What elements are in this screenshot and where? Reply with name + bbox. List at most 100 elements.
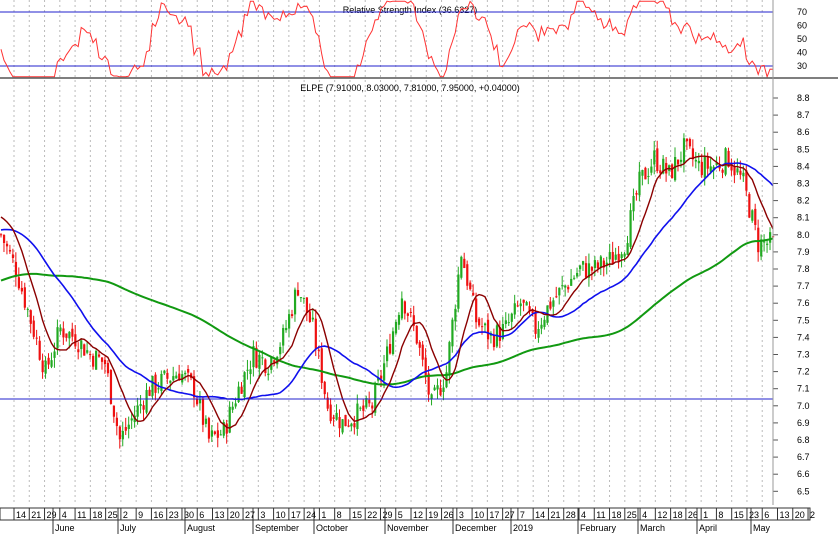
candle-up [736, 168, 739, 173]
rsi-tick-label: 40 [797, 48, 807, 58]
candle-down [549, 301, 552, 309]
x-tick-label: 13 [215, 510, 225, 520]
candle-up [198, 399, 202, 404]
candle-up [53, 351, 56, 358]
candle-up [279, 347, 282, 355]
x-tick-label: 18 [612, 510, 622, 520]
y-tick-label: 8.6 [797, 127, 810, 137]
candle-down [77, 349, 80, 353]
candle-up [581, 261, 585, 265]
month-label: August [187, 523, 216, 533]
candle-up [383, 363, 386, 381]
candle-up [95, 350, 98, 370]
y-tick-label: 7.4 [797, 332, 810, 342]
candle-up [599, 256, 602, 268]
y-tick-label: 6.8 [797, 435, 810, 445]
candle-up [697, 160, 700, 164]
ma-short-line [0, 155, 774, 429]
candle-up [145, 390, 148, 413]
candle-down [273, 360, 276, 363]
month-label: November [387, 523, 429, 533]
y-tick-label: 7.5 [797, 315, 810, 325]
candle-down [320, 348, 323, 383]
candle-down [685, 138, 689, 142]
candle-up [391, 331, 395, 354]
candle-up [282, 328, 285, 346]
x-tick-label: 12 [413, 510, 423, 520]
y-tick-label: 8.2 [797, 196, 810, 206]
candle-up [377, 377, 380, 381]
candle-down [584, 263, 588, 278]
x-tick-label: 22 [367, 510, 377, 520]
x-tick-label: 4 [642, 510, 647, 520]
candle-down [65, 333, 68, 338]
candle-up [172, 376, 175, 381]
candle-down [730, 163, 733, 171]
candle-down [691, 148, 695, 160]
x-tick-label: 10 [474, 510, 484, 520]
x-tick-label: 5 [398, 510, 403, 520]
candle-up [620, 254, 623, 259]
candle-up [552, 300, 555, 307]
candle-down [721, 169, 724, 173]
candle-down [706, 156, 709, 169]
candle-down [635, 193, 638, 195]
candle-down [463, 258, 466, 269]
candle-down [240, 386, 243, 394]
candle-up [626, 243, 629, 255]
month-label: February [580, 523, 617, 533]
x-tick-label: 17 [291, 510, 301, 520]
candle-up [68, 331, 71, 339]
candle-down [332, 417, 335, 419]
x-tick-label: 12 [657, 510, 667, 520]
x-tick-label: 14 [16, 510, 26, 520]
candle-down [112, 405, 116, 417]
candle-up [543, 319, 546, 327]
candle-up [219, 434, 222, 436]
candle-up [593, 260, 597, 268]
x-tick-label: 29 [47, 510, 57, 520]
candle-up [679, 159, 683, 162]
candle-down [207, 418, 211, 439]
rsi-tick-label: 30 [797, 61, 807, 71]
candle-up [151, 375, 154, 396]
candle-up [261, 357, 264, 359]
candle-up [394, 321, 398, 334]
month-label: March [640, 523, 665, 533]
candle-down [74, 334, 77, 347]
candle-down [522, 299, 525, 303]
candle-up [513, 303, 516, 315]
candle-down [5, 243, 9, 247]
candle-down [89, 354, 92, 356]
candle-up [760, 239, 763, 257]
candle-down [0, 234, 3, 236]
x-tick-label: 1 [703, 510, 708, 520]
candle-up [540, 324, 543, 329]
x-tick-label: 6 [764, 510, 769, 520]
candle-up [26, 308, 29, 310]
candle-down [124, 426, 127, 431]
candle-down [368, 399, 371, 404]
x-tick-label: 11 [77, 510, 86, 520]
candle-down [92, 355, 95, 367]
y-tick-label: 7.2 [797, 367, 810, 377]
candle-up [519, 303, 522, 307]
candle-down [216, 430, 219, 438]
candle-up [86, 350, 89, 353]
y-tick-label: 8.3 [797, 179, 810, 189]
candle-up [184, 372, 187, 375]
x-tick-label: 28 [566, 510, 576, 520]
candle-down [718, 165, 721, 169]
candle-down [688, 139, 692, 147]
x-tick-label: 1 [321, 510, 326, 520]
candle-down [659, 170, 662, 174]
candle-down [83, 344, 86, 356]
y-tick-label: 8.7 [797, 110, 810, 120]
x-tick-label: 17 [489, 510, 499, 520]
candle-up [252, 346, 255, 368]
candle-up [169, 380, 172, 383]
x-tick-label: 25 [108, 510, 118, 520]
candle-up [365, 398, 368, 408]
candle-down [748, 194, 751, 218]
x-tick-label: 15 [352, 510, 362, 520]
